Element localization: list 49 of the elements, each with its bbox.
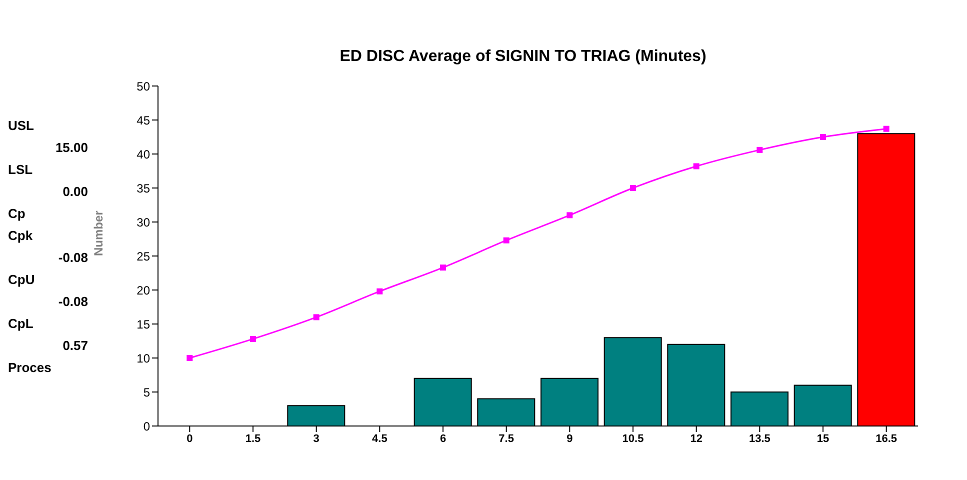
y-tick-label: 0 (143, 419, 150, 434)
point (883, 126, 890, 132)
y-tick-label: 15 (136, 317, 150, 332)
point (186, 355, 193, 361)
y-tick-label: 25 (136, 249, 150, 264)
text: -0.08 (57, 250, 88, 267)
y-tick-label: 40 (136, 147, 150, 162)
text: Cpk (8, 228, 34, 245)
point (376, 288, 383, 294)
x-tick-label: 7.5 (498, 432, 514, 445)
x-tick-label: 15 (816, 432, 830, 445)
y-tick-label: 50 (136, 79, 150, 94)
text: 15.00 (54, 140, 88, 157)
point (250, 336, 256, 342)
point (313, 314, 320, 320)
x-tick-label: 4.5 (372, 432, 388, 445)
text: 0.00 (62, 184, 88, 201)
text: Cp (8, 206, 26, 223)
point (440, 264, 446, 271)
point (566, 212, 573, 218)
chart-title: ED DISC Average of SIGNIN TO TRIAG (Minutes) (338, 48, 708, 66)
x-tick-label: 0 (186, 432, 193, 445)
x-tick-label: 12 (690, 432, 702, 445)
x-tick-label: 1.5 (245, 432, 261, 445)
x-tick-label: 13.5 (748, 432, 770, 445)
text: LSL (8, 162, 34, 179)
y-tick-label: 10 (136, 351, 150, 366)
x-tick-label: 16.5 (876, 432, 898, 445)
y-axis-title: Number (91, 210, 106, 256)
text: USL (8, 118, 35, 135)
text: 0.57 (62, 338, 88, 355)
point (630, 185, 636, 191)
text: CpU (8, 272, 36, 289)
point (820, 134, 826, 140)
x-tick-label: 10.5 (622, 432, 644, 445)
y-tick-label: 20 (136, 283, 150, 298)
text: -0.08 (57, 294, 88, 311)
y-tick-label: 30 (136, 215, 150, 230)
text: CpL (8, 316, 34, 333)
point (756, 146, 763, 153)
x-tick-label: 6 (440, 432, 446, 445)
point (503, 237, 510, 244)
point (693, 163, 700, 170)
y-tick-label: 45 (136, 113, 150, 128)
text: Proces (8, 360, 52, 377)
x-tick-label: 9 (566, 432, 573, 445)
y-tick-label: 5 (143, 385, 150, 400)
x-tick-label: 3 (313, 432, 320, 445)
y-tick-label: 35 (136, 181, 150, 196)
